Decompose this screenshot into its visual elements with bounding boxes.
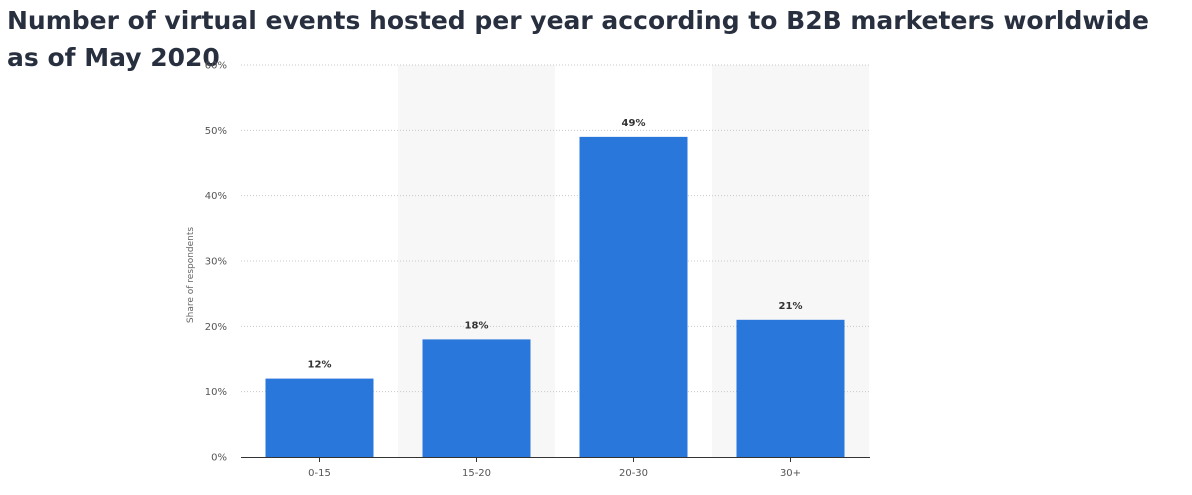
x-tick-label: 0-15 [308, 468, 331, 479]
data-label: 21% [779, 301, 803, 312]
y-tick-label: 0% [211, 453, 227, 464]
chart-title: Number of virtual events hosted per year… [7, 6, 1149, 72]
bar-0-15 [265, 378, 374, 457]
bar-20-30 [579, 136, 688, 457]
y-tick-label: 20% [205, 322, 227, 333]
x-tick-label: 30+ [780, 468, 801, 479]
x-axis-ticks: 0-15 15-20 20-30 30+ [308, 457, 801, 479]
y-tick-label: 30% [205, 257, 227, 268]
y-axis-title: Share of respondents [186, 227, 196, 324]
data-labels: 12% 18% 49% 21% [308, 118, 803, 371]
bar-30+ [736, 319, 845, 457]
data-label: 49% [622, 118, 646, 129]
y-axis-ticks: 0% 10% 20% 30% 40% 50% 60% [205, 61, 227, 464]
x-tick-label: 15-20 [462, 468, 491, 479]
y-tick-label: 50% [205, 126, 227, 137]
y-tick-label: 40% [205, 191, 227, 202]
data-label: 18% [465, 320, 489, 331]
y-tick-label: 10% [205, 387, 227, 398]
x-tick-label: 20-30 [619, 468, 648, 479]
y-tick-label: 60% [205, 61, 227, 72]
bar-15-20 [422, 339, 531, 457]
data-label: 12% [308, 360, 332, 371]
bars [265, 136, 845, 457]
